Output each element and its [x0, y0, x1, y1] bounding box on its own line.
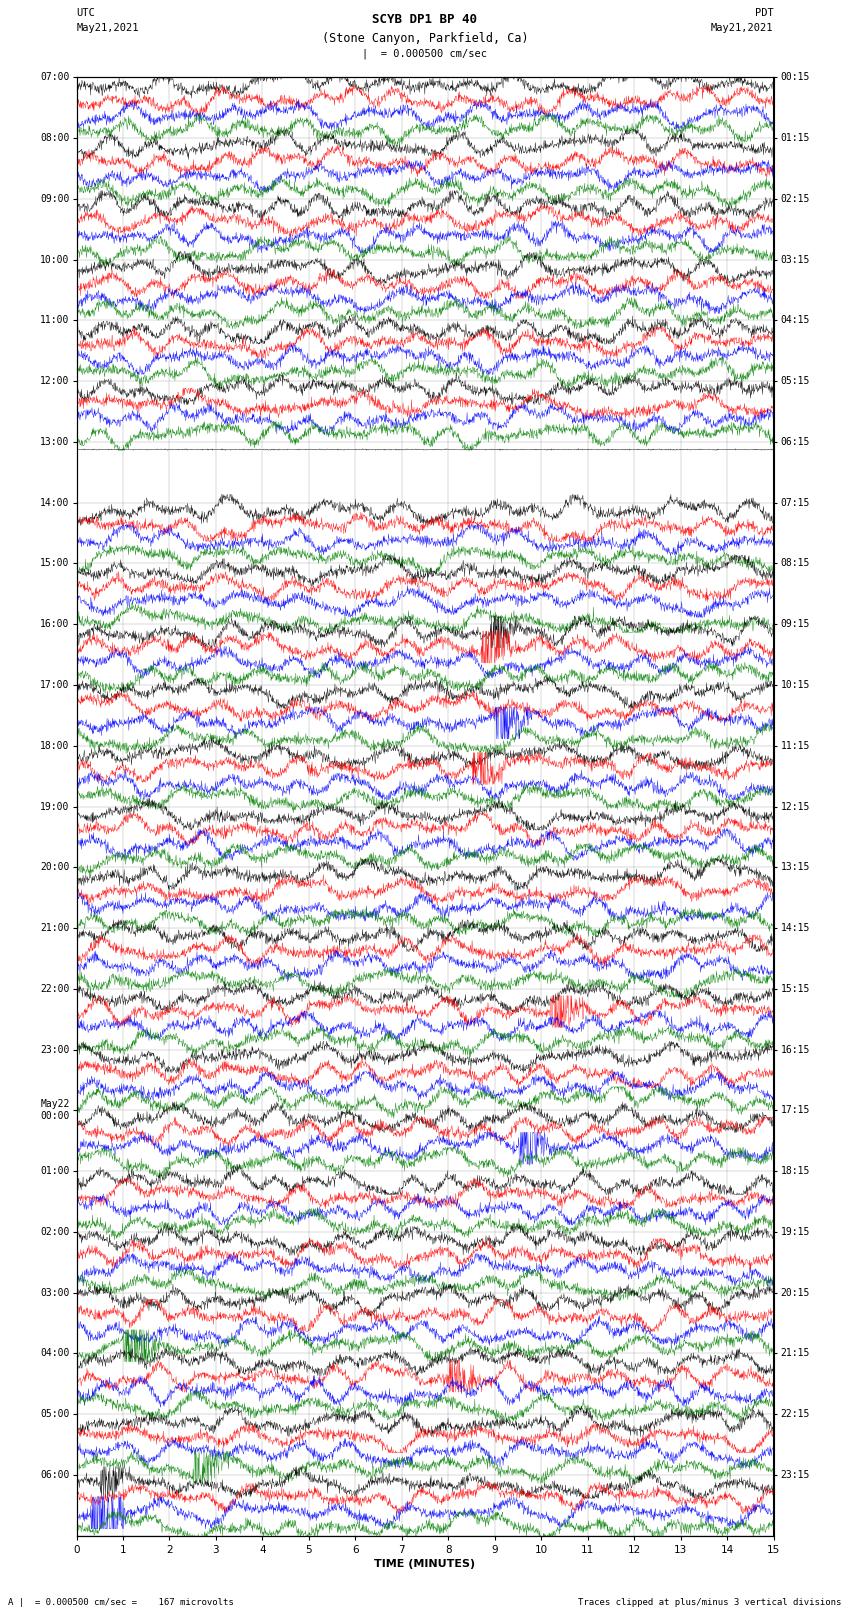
X-axis label: TIME (MINUTES): TIME (MINUTES) [375, 1558, 475, 1569]
Text: SCYB DP1 BP 40: SCYB DP1 BP 40 [372, 13, 478, 26]
Text: May21,2021: May21,2021 [711, 23, 774, 32]
Text: May21,2021: May21,2021 [76, 23, 139, 32]
Text: |  = 0.000500 cm/sec: | = 0.000500 cm/sec [362, 48, 488, 60]
Text: A |  = 0.000500 cm/sec =    167 microvolts: A | = 0.000500 cm/sec = 167 microvolts [8, 1597, 235, 1607]
Text: UTC: UTC [76, 8, 95, 18]
Text: PDT: PDT [755, 8, 774, 18]
Text: (Stone Canyon, Parkfield, Ca): (Stone Canyon, Parkfield, Ca) [321, 32, 529, 45]
Text: Traces clipped at plus/minus 3 vertical divisions: Traces clipped at plus/minus 3 vertical … [578, 1597, 842, 1607]
